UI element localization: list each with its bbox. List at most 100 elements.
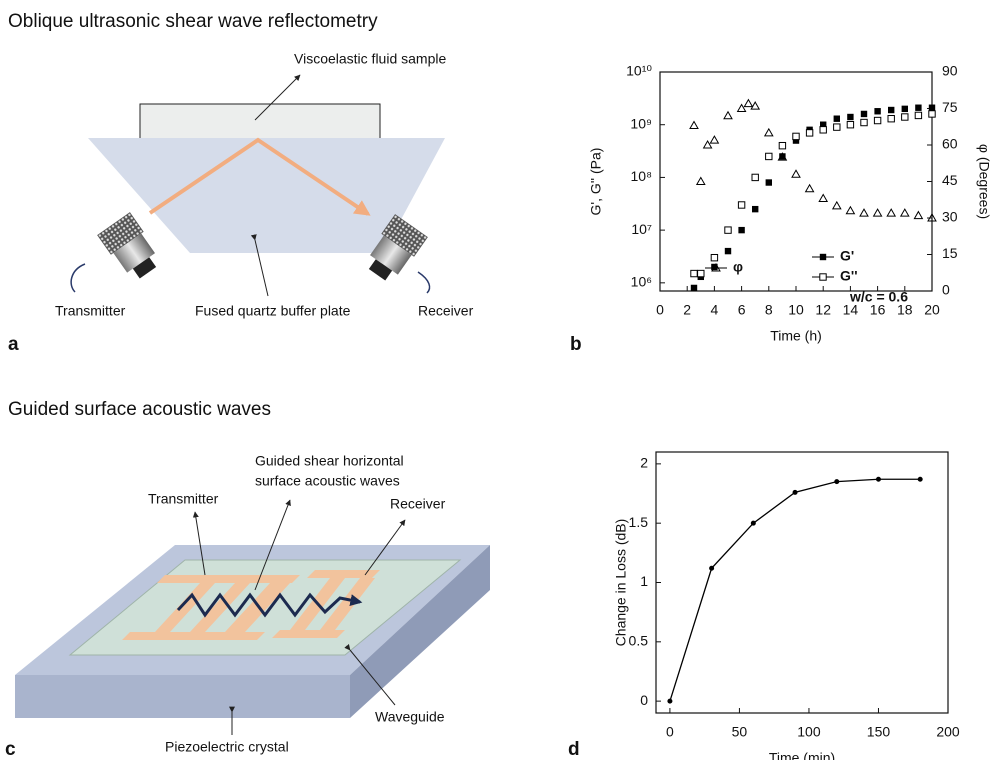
annotation: w/c = 0.6	[849, 289, 908, 305]
data-point	[888, 106, 895, 114]
wave	[176, 592, 363, 618]
y-tick-label: 10¹⁰	[626, 63, 652, 79]
data-point	[927, 212, 937, 222]
legend-label: G''	[840, 268, 858, 284]
data-point	[901, 105, 908, 113]
data-point	[887, 115, 895, 123]
data-point	[777, 152, 788, 161]
electrodes	[122, 570, 380, 640]
data-point	[901, 113, 909, 121]
data-point	[723, 110, 733, 120]
data-point	[833, 123, 841, 131]
x-tick-label: 14	[843, 302, 859, 318]
y-tick-label: 1.5	[629, 514, 649, 530]
y-tick-label: 10⁸	[631, 168, 653, 184]
label: Piezoelectric crystal	[165, 739, 289, 755]
data-point	[845, 205, 856, 215]
data-point	[874, 108, 881, 115]
data-point	[899, 208, 910, 217]
x-tick-label: 8	[765, 302, 773, 318]
y-tick-label: 10⁹	[630, 115, 652, 131]
label: Viscoelastic fluid sample	[294, 51, 446, 67]
label: surface acoustic waves	[255, 473, 400, 489]
data-point	[818, 193, 829, 203]
data-point	[690, 284, 698, 292]
legend-label: φ	[733, 259, 743, 275]
data-point	[915, 104, 922, 111]
data-point	[860, 118, 868, 127]
x-tick-label: 150	[867, 724, 891, 740]
label: Transmitter	[55, 303, 126, 319]
data-point	[724, 226, 732, 234]
data-point	[736, 103, 747, 112]
data-point	[750, 101, 761, 110]
panel-title: Oblique ultrasonic shear wave reflectome…	[8, 11, 378, 32]
y2-tick-label: 15	[942, 245, 958, 261]
data-point	[875, 476, 881, 482]
beam-path	[148, 137, 371, 216]
x-tick-label: 12	[815, 302, 831, 318]
data-point	[819, 273, 827, 281]
y-axis-title: Change in Loss (dB)	[613, 519, 629, 647]
data-point	[833, 115, 840, 122]
x-tick-label: 4	[711, 302, 719, 318]
y2-tick-label: 0	[942, 282, 950, 298]
data-point	[820, 121, 827, 128]
data-point	[873, 116, 882, 125]
data-point	[859, 208, 869, 217]
data-point	[819, 253, 827, 261]
pointer	[254, 74, 301, 121]
data-point	[709, 135, 720, 144]
data-point	[752, 205, 759, 213]
y-tick-label: 10⁶	[631, 274, 652, 290]
y2-tick-label: 45	[942, 172, 958, 188]
data-point	[695, 176, 706, 185]
panel-letter: c	[5, 739, 16, 760]
x-axis-title: Time (min)	[769, 750, 835, 760]
pointer	[254, 499, 291, 591]
x-tick-label: 18	[897, 302, 913, 318]
data-point	[913, 210, 924, 220]
label: Transmitter	[148, 491, 219, 507]
data-point	[751, 173, 759, 182]
y-tick-label: 0	[640, 692, 648, 708]
data-point	[846, 121, 855, 129]
data-point	[737, 201, 746, 209]
data-point	[792, 132, 800, 141]
data-point	[792, 137, 800, 144]
crystal-side	[350, 545, 490, 718]
data-point	[819, 126, 827, 134]
x-tick-label: 0	[666, 724, 674, 740]
x-axis-title: Time (h)	[770, 328, 822, 344]
data-point	[750, 520, 756, 526]
x-tick-label: 20	[924, 302, 940, 318]
x-tick-label: 10	[788, 302, 804, 318]
data-point	[804, 183, 815, 193]
panel-title: Guided surface acoustic waves	[8, 399, 271, 420]
label: Fused quartz buffer plate	[195, 303, 351, 319]
data-point	[765, 152, 773, 161]
panel-letter: b	[570, 334, 582, 355]
data-line	[669, 478, 921, 702]
panel-letter: a	[8, 334, 19, 355]
y2-tick-label: 30	[942, 209, 958, 225]
y-tick-label: 0.5	[629, 633, 649, 649]
data-point	[709, 565, 715, 571]
y-tick-label: 10⁷	[631, 221, 652, 237]
data-point	[791, 169, 801, 178]
y2-tick-label: 60	[942, 136, 958, 152]
data-point	[778, 141, 787, 150]
y2-axis-title: φ (Degrees)	[976, 144, 992, 219]
panel-letter: d	[568, 739, 580, 760]
data-point	[765, 179, 772, 186]
fluid-sample	[139, 103, 381, 141]
data-point	[743, 98, 754, 108]
data-point	[805, 129, 814, 137]
data-point	[779, 153, 786, 160]
label: Receiver	[390, 496, 446, 512]
data-point	[763, 127, 774, 137]
data-point	[847, 113, 854, 121]
crystal-front	[15, 675, 350, 718]
buffer-plate	[88, 138, 445, 253]
